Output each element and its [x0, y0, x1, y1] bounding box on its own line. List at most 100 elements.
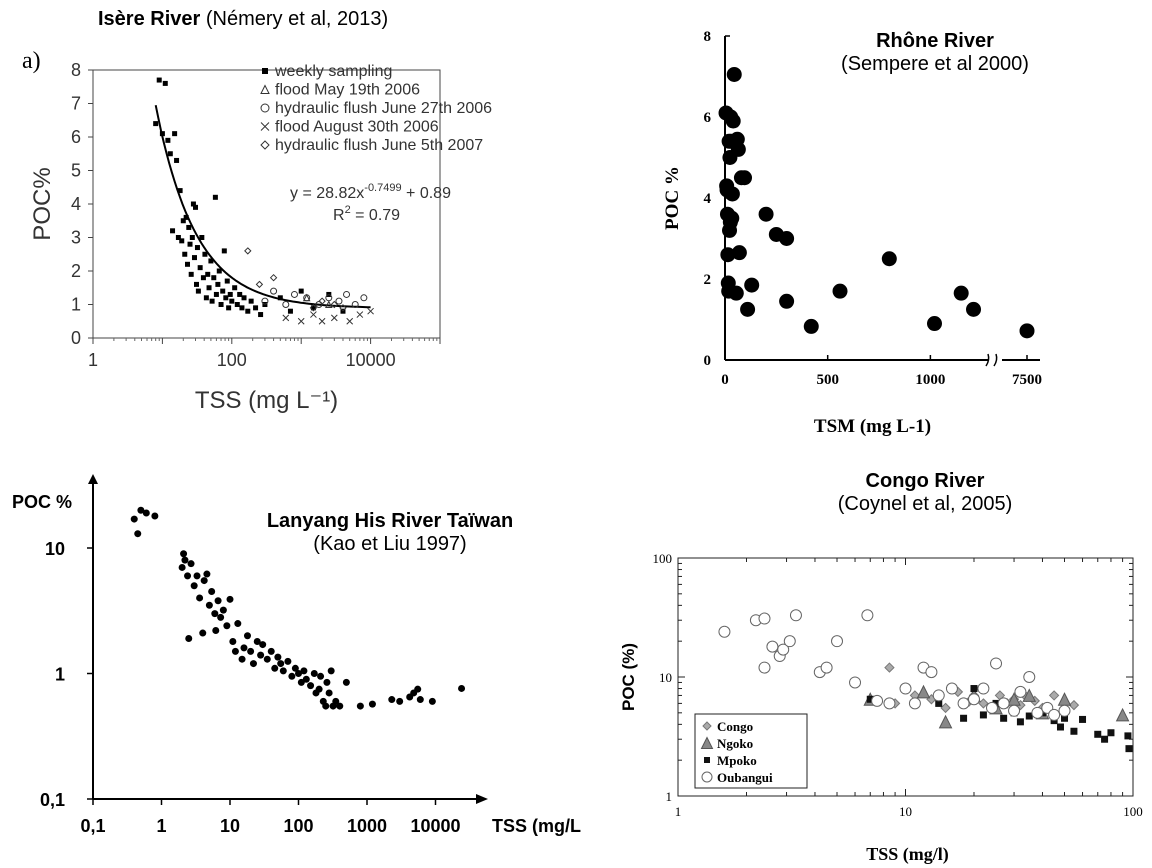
data-point [181, 556, 189, 564]
data-point [1048, 708, 1061, 721]
data-point [199, 629, 207, 637]
y-tick-label: 1 [71, 295, 81, 315]
data-point [185, 635, 193, 643]
data-point [1094, 730, 1102, 738]
data-point [938, 714, 953, 729]
x-tick-label: 1000 [347, 816, 387, 836]
data-point [758, 612, 771, 625]
data-point [720, 247, 736, 263]
data-point [239, 305, 245, 311]
data-point [339, 304, 347, 312]
data-point [330, 314, 338, 322]
data-point [1068, 699, 1080, 711]
data-point [180, 550, 188, 558]
data-point [298, 288, 304, 294]
data-point [170, 228, 176, 234]
lanyang-heading: Lanyang His River Taïwan (Kao et Liu 1997… [266, 510, 514, 555]
data-point [270, 287, 278, 295]
data-point [215, 281, 221, 287]
data-point [724, 186, 740, 202]
data-point [789, 609, 802, 622]
data-point [310, 305, 316, 311]
data-point [702, 721, 712, 731]
data-point [200, 275, 206, 281]
data-point [212, 627, 220, 635]
data-point [277, 660, 285, 668]
data-point [249, 660, 257, 668]
data-point [260, 140, 270, 150]
data-point [724, 210, 740, 226]
data-point [953, 285, 969, 301]
data-point [731, 245, 747, 261]
data-point [257, 651, 265, 659]
data-point [260, 103, 270, 113]
data-point [323, 678, 331, 686]
data-point [208, 258, 214, 264]
x-tick-label: 0 [721, 372, 729, 388]
data-point [205, 271, 211, 277]
data-point [416, 696, 424, 704]
data-point [343, 290, 351, 298]
y-axis-arrow [88, 474, 98, 484]
data-point [226, 595, 234, 603]
data-point [253, 637, 261, 645]
data-point [332, 697, 340, 705]
data-point [151, 512, 159, 520]
data-point [187, 241, 193, 247]
data-point [218, 302, 224, 307]
data-point [1070, 727, 1078, 735]
data-point [279, 667, 287, 675]
data-point [175, 235, 181, 240]
data-point [861, 609, 874, 622]
data-point [916, 684, 931, 699]
legend-label: Ngoko [717, 736, 753, 751]
data-point [241, 295, 247, 301]
data-point [1058, 704, 1071, 717]
legend-label: Oubangui [717, 770, 773, 785]
y-tick-label: 6 [71, 127, 81, 147]
data-point [231, 647, 239, 655]
data-point [303, 294, 311, 302]
data-point [758, 206, 774, 222]
data-point [258, 312, 264, 318]
y-axis-label: POC% [29, 167, 56, 240]
y-axis-label: POC % [662, 166, 683, 230]
data-point [831, 635, 844, 648]
data-point [737, 170, 753, 186]
data-point [428, 697, 436, 705]
y-tick-label: 1 [666, 789, 673, 804]
data-point [186, 224, 192, 230]
x-tick-label: 1 [156, 816, 166, 836]
data-point [259, 641, 267, 649]
data-point [226, 305, 232, 311]
data-point [932, 689, 945, 702]
fit-equation: y = 28.82x-0.7499 + 0.89 [290, 182, 451, 202]
data-point [189, 235, 195, 240]
y-tick-label: 6 [704, 110, 712, 126]
data-point [174, 157, 180, 163]
y-tick-label: 8 [71, 60, 81, 80]
data-point [263, 655, 271, 663]
data-point [414, 685, 422, 693]
data-point [783, 635, 796, 648]
data-point [221, 248, 227, 254]
data-point [884, 662, 895, 673]
r-squared: R2 = 0.79 [333, 204, 400, 224]
data-point [849, 676, 862, 689]
data-point [277, 295, 283, 301]
data-point [1061, 714, 1069, 722]
y-tick-label: 7 [71, 94, 81, 114]
x-tick-label: 0,1 [80, 816, 105, 836]
data-point [237, 291, 243, 297]
data-point [1000, 714, 1008, 722]
data-point [309, 304, 318, 312]
x-tick-label: 10000 [410, 816, 460, 836]
data-point [172, 131, 178, 137]
data-point [223, 622, 231, 630]
data-point [360, 294, 368, 302]
data-point [229, 298, 235, 304]
data-point [740, 301, 756, 317]
data-point [744, 277, 760, 293]
data-point [925, 666, 938, 679]
data-point [211, 275, 217, 281]
